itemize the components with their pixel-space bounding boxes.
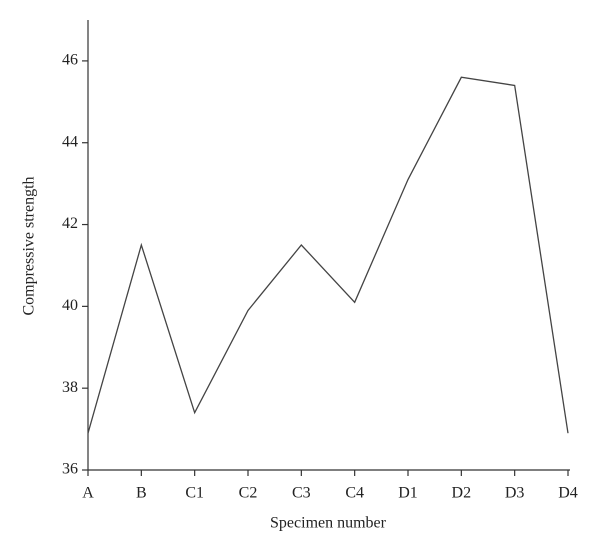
- y-tick-label: 44: [62, 133, 78, 150]
- y-tick-label: 36: [62, 461, 78, 478]
- x-tick-label: C2: [239, 485, 258, 502]
- x-tick-label: D4: [558, 485, 578, 502]
- x-tick-label: A: [82, 485, 94, 502]
- x-tick-label: C3: [292, 485, 311, 502]
- y-tick-label: 46: [62, 52, 78, 69]
- x-tick-label: D3: [505, 485, 525, 502]
- data-line: [87, 76, 569, 434]
- y-axis-title: Compressive strength: [21, 176, 38, 315]
- x-tick-label: C1: [185, 485, 204, 502]
- y-tick-label: 42: [62, 215, 78, 232]
- x-tick-label: C4: [345, 485, 364, 502]
- y-tick-label: 40: [62, 297, 78, 314]
- x-tick-label: D2: [452, 485, 472, 502]
- x-tick-label: B: [136, 485, 147, 502]
- y-tick-label: 38: [62, 379, 78, 396]
- x-tick-label: D1: [398, 485, 418, 502]
- x-axis-title: Specimen number: [270, 515, 387, 532]
